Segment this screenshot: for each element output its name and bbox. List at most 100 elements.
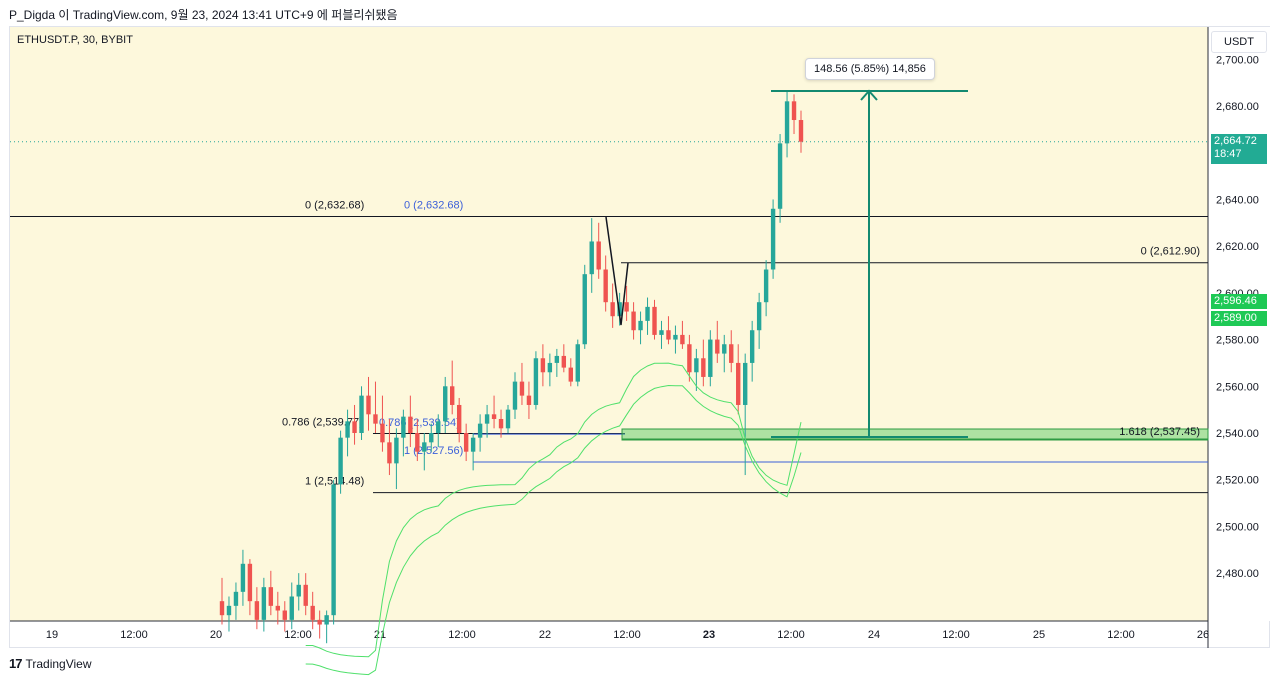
candle-body [373,414,378,424]
candle-body [701,358,706,377]
candle-body [415,433,420,452]
candle-body [742,362,748,405]
candle-body [275,605,281,611]
countdown-value: 18:47 [1214,148,1242,160]
candle-body [624,302,629,312]
candle-body [631,311,636,331]
candle-body [694,358,699,373]
fib-label-0-right: 0 (2,612.90) [1141,246,1200,258]
band-lower-value: 2,589.00 [1214,312,1257,324]
candle-body [233,591,239,606]
y-tick-label: 2,520.00 [1216,475,1259,487]
fib-label-1: 1 (2,514.48) [305,476,364,488]
candle-body [226,605,232,616]
candle-body [540,358,546,373]
candle-body [610,302,615,317]
fib-label-0786-blue: 0.786 (2,539.54) [379,417,460,429]
candle-body [798,120,804,142]
candle-body [729,344,734,363]
candle-body [512,381,518,410]
measure-tooltip: 148.56 (5.85%) 14,856 [805,58,935,80]
candle-body [547,362,553,373]
plot-background [10,27,1208,621]
candle-body [638,320,643,331]
x-tick-label: 21 [374,629,386,641]
candle-body [247,563,253,602]
indicator-band-lower [305,384,802,676]
candle-body [296,584,301,597]
y-tick-label: 2,560.00 [1216,381,1259,393]
candle-body [380,423,385,443]
candle-body [240,563,246,592]
x-tick-label: 19 [46,629,58,641]
candle-body [317,619,322,625]
y-tick-label: 2,480.00 [1216,568,1259,580]
candle-body [603,269,608,303]
candle-body [463,433,469,452]
candle-body [436,421,441,433]
candle-body [777,143,783,209]
currency-button[interactable]: USDT [1211,31,1267,53]
candle-body [575,344,580,382]
candle-body [268,587,274,606]
x-tick-label: 12:00 [120,629,148,641]
candle-body [394,437,399,464]
candle-body [770,208,776,270]
fib-label-0: 0 (2,632.68) [305,200,364,212]
candle-body [673,334,678,340]
candle-body [366,395,371,415]
candle-body [589,241,594,275]
x-tick-label: 12:00 [284,629,312,641]
candle-body [456,404,462,433]
y-tick-label: 2,700.00 [1216,54,1259,66]
fib-label-1-blue: 1 (2,527.56) [404,445,463,457]
candle-body [491,414,497,419]
candle-body [345,421,350,438]
candle-body [519,381,525,396]
candle-body [652,306,657,335]
indicator-band-upper [305,362,802,658]
y-tick-label: 2,500.00 [1216,521,1259,533]
candle-body [429,433,434,443]
candle-body [352,421,357,433]
candle-body [645,306,650,321]
y-tick-label: 2,540.00 [1216,428,1259,440]
candle-body [749,330,755,363]
x-tick-label: 23 [703,629,715,641]
candle-body [254,601,260,620]
band-lower-price-tag: 2,589.00 [1211,311,1267,326]
candle-body [338,437,343,485]
x-tick-label: 12:00 [613,629,641,641]
x-tick-label: 26 [1197,629,1209,641]
last-price-value: 2,664.72 [1214,135,1257,147]
candle-body [666,330,671,340]
candle-body [756,302,762,331]
candle-body [470,437,476,452]
candle-body [219,601,225,616]
candle-body [261,587,267,620]
tradingview-footer[interactable]: 17 TradingView [9,656,92,671]
candle-body [736,362,741,405]
candle-body [722,344,727,354]
candle-body [422,442,427,452]
y-tick-label: 2,640.00 [1216,194,1259,206]
y-tick-label: 2,680.00 [1216,101,1259,113]
candle-body [443,386,448,422]
candle-body [791,101,797,121]
candle-body [324,615,329,625]
tradingview-logo-icon: 17 [9,656,23,671]
candle-body [450,386,455,405]
publish-header: P_Digda 이 TradingView.com, 9월 23, 2024 1… [9,8,398,22]
symbol-label[interactable]: ETHUSDT.P, 30, BYBIT [17,34,133,46]
candle-body [596,241,601,270]
fib-label-0786: 0.786 (2,539.77) [282,417,363,429]
candle-body [401,416,406,438]
y-tick-label: 2,620.00 [1216,241,1259,253]
band-upper-value: 2,596.46 [1214,295,1257,307]
support-zone [621,428,1209,441]
x-tick-label: 22 [539,629,551,641]
y-tick-label: 2,580.00 [1216,335,1259,347]
candle-body [484,414,490,424]
x-tick-label: 12:00 [448,629,476,641]
